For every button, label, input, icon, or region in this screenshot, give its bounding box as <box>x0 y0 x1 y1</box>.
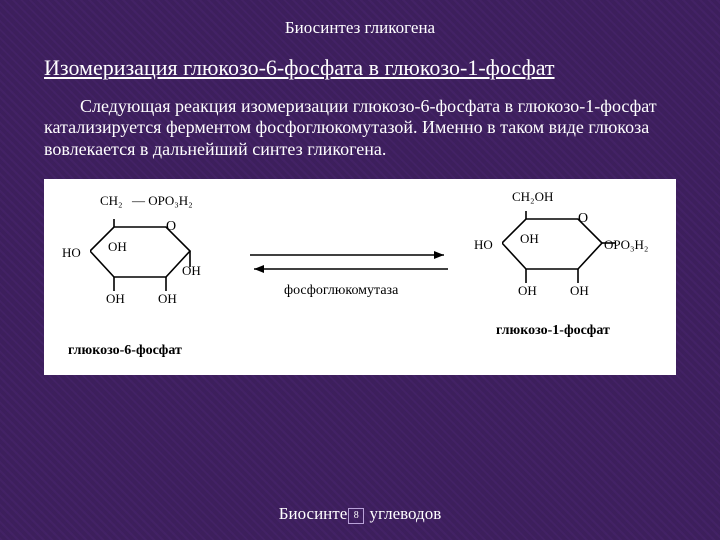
enzyme-label: фосфоглюкомутаза <box>284 283 398 299</box>
page-number-box: 8 <box>348 508 364 524</box>
reaction-diagram: CH₂ — OPO₃H₂ O OH HO OH OH OH глюкозо-6-… <box>44 179 676 375</box>
molecule-right-name: глюкозо-1-фосфат <box>496 323 610 339</box>
slide: Биосинтез гликогена Изомеризация глюкозо… <box>0 0 720 540</box>
label-oh-bot1-r: OH <box>518 283 537 299</box>
label-ho-left: HO <box>62 245 81 261</box>
label-oh-top-r: OH <box>520 231 539 247</box>
label-oh-top: OH <box>108 239 127 255</box>
molecule-left-name: глюкозо-6-фосфат <box>68 343 182 359</box>
label-o-ring: O <box>166 219 176 235</box>
molecule-left: CH₂ — OPO₃H₂ O OH HO OH OH OH <box>70 193 162 253</box>
label-o-ring-r: O <box>578 211 588 227</box>
label-oh-bottom1: OH <box>106 291 125 307</box>
label-ch2oh: CH₂OH <box>512 189 553 205</box>
label-oh-bot2-r: OH <box>570 283 589 299</box>
label-ho-left-r: HO <box>474 237 493 253</box>
footer-text-right: углеводов <box>365 504 441 523</box>
molecule-right: CH₂OH O OH HO OPO₃H₂ OH OH <box>482 189 574 249</box>
label-ch2: CH₂ <box>100 193 123 209</box>
slide-body-text: Следующая реакция изомеризации глюкозо-6… <box>44 96 676 162</box>
slide-footer: Биосинте8 углеводов <box>0 504 720 524</box>
label-oh-bottom2: OH <box>158 291 177 307</box>
reaction-arrows <box>244 245 454 285</box>
label-opo-r: OPO₃H₂ <box>604 237 648 253</box>
label-oh-right: OH <box>182 263 201 279</box>
slide-header: Биосинтез гликогена <box>44 18 676 38</box>
slide-subtitle: Изомеризация глюкозо-6-фосфата в глюкозо… <box>44 54 676 82</box>
footer-text-left: Биосинте <box>279 504 348 523</box>
label-opo3h2: — OPO₃H₂ <box>132 193 193 209</box>
